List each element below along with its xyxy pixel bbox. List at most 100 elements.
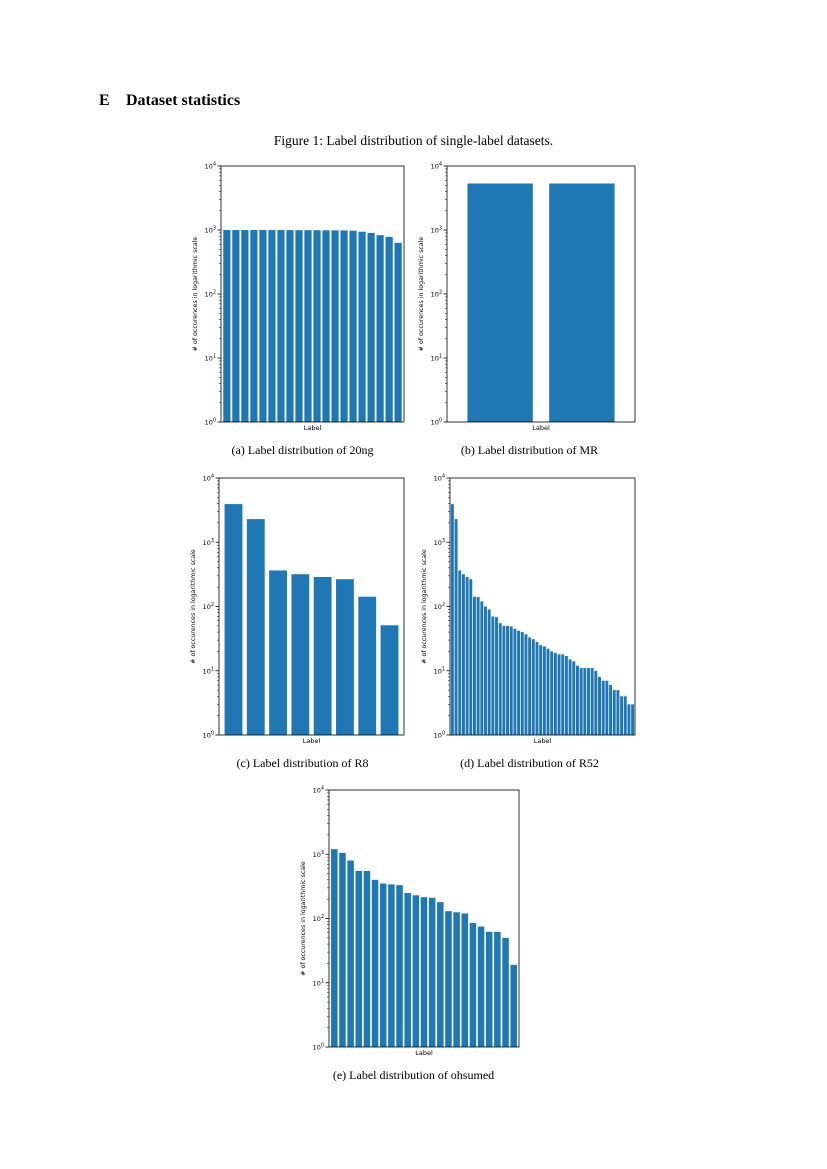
bar-20ng-1 — [232, 230, 240, 422]
axes-frame — [218, 477, 405, 736]
caption-r8: (c) Label distribution of R8 — [236, 756, 369, 770]
y-tick-label: 103 — [313, 850, 324, 859]
bar-20ng-17 — [376, 235, 384, 422]
bar-ohsumed-8 — [396, 885, 403, 1047]
chart-ohsumed: 100 101 102 103 104 Label # of occurences in l… — [296, 785, 531, 1060]
bar-ohsumed-0 — [331, 849, 338, 1047]
y-tick-label: 100 — [203, 731, 214, 740]
bar-ohsumed-10 — [412, 895, 420, 1047]
y-tick-label: 104 — [313, 786, 324, 795]
bar-R52-43 — [609, 685, 613, 735]
section-heading: E Dataset statistics — [99, 92, 240, 110]
bar-ohsumed-12 — [428, 897, 436, 1047]
chart-20ng-svg: 100 101 102 103 104 Label # of occurences in l… — [192, 162, 405, 432]
y-tick-label: 102 — [431, 290, 442, 299]
bar-20ng-19 — [394, 242, 402, 422]
caption-20ng: (a) Label distribution of 20ng — [231, 443, 374, 457]
y-tick-label: 100 — [313, 1043, 324, 1052]
bar-R52-5 — [469, 579, 473, 735]
bar-20ng-3 — [250, 230, 258, 422]
bar-20ng-0 — [223, 230, 231, 422]
chart-ohsumed-svg: 100 101 102 103 104 Label # of occurences in l… — [300, 786, 520, 1057]
bar-20ng-6 — [277, 230, 285, 422]
bar-R52-2 — [458, 570, 462, 735]
bar-R52-20 — [524, 634, 528, 735]
bar-R52-32 — [568, 659, 572, 735]
bar-R52-16 — [509, 626, 513, 735]
bar-R52-35 — [579, 668, 583, 735]
bar-R8-6 — [358, 596, 377, 735]
bar-R52-13 — [498, 623, 502, 735]
bar-20ng-8 — [295, 230, 303, 422]
bar-R52-4 — [465, 576, 469, 735]
bar-R52-42 — [605, 680, 609, 735]
bar-R52-47 — [623, 696, 627, 735]
x-axis-label: Label — [304, 424, 322, 432]
figure-caption: Figure 1: Label distribution of single-l… — [273, 133, 554, 148]
chart-20ng: 100 101 102 103 104 Label # of occurences in l… — [185, 160, 420, 435]
y-tick-label: 101 — [434, 666, 445, 675]
bar-ohsumed-5 — [371, 879, 379, 1047]
bar-R52-48 — [627, 704, 631, 735]
bar-20ng-14 — [349, 230, 357, 422]
bar-ohsumed-19 — [485, 931, 493, 1047]
bar-20ng-18 — [385, 236, 393, 422]
y-axis-label: # of occurences in logarithmic scale — [421, 549, 428, 664]
x-axis-label: Label — [532, 424, 550, 432]
bar-R52-44 — [612, 690, 616, 735]
bar-R8-0 — [224, 504, 243, 735]
bar-20ng-16 — [367, 232, 375, 422]
chart-r8: 100 101 102 103 104 Label # of occurences in l… — [185, 473, 420, 748]
bar-R52-49 — [631, 704, 635, 735]
bar-R52-10 — [487, 609, 491, 735]
bar-R52-7 — [476, 597, 480, 735]
bar-20ng-7 — [286, 230, 294, 422]
y-tick-label: 104 — [434, 474, 445, 483]
bar-ohsumed-20 — [494, 931, 501, 1047]
bar-R8-2 — [269, 570, 287, 735]
bar-20ng-9 — [304, 230, 312, 422]
bar-ohsumed-6 — [379, 883, 387, 1047]
y-tick-label: 100 — [431, 418, 442, 427]
bar-R52-41 — [601, 680, 605, 735]
y-axis-label: # of occurences in logarithmic scale — [300, 861, 307, 976]
bar-R52-15 — [506, 625, 510, 735]
x-axis-label: Label — [415, 1049, 433, 1057]
bar-R52-12 — [495, 617, 498, 735]
bar-ohsumed-11 — [420, 897, 428, 1047]
caption-r52: (d) Label distribution of R52 — [460, 756, 599, 770]
bar-ohsumed-18 — [477, 926, 485, 1047]
bar-MR-0 — [467, 183, 533, 422]
bar-20ng-12 — [331, 230, 339, 422]
bar-ohsumed-17 — [469, 923, 477, 1047]
y-tick-label: 103 — [203, 538, 214, 547]
bar-20ng-11 — [322, 230, 330, 422]
caption-ohsumed: (e) Label distribution of ohsumed — [332, 1068, 495, 1082]
caption-mr: (b) Label distribution of MR — [460, 443, 599, 457]
chart-mr-svg: 100 101 102 103 104 Label # of occurences in l… — [418, 162, 636, 432]
bar-ohsumed-16 — [461, 913, 469, 1047]
bar-20ng-4 — [259, 230, 267, 422]
bar-R52-39 — [594, 670, 598, 735]
y-tick-label: 103 — [434, 538, 445, 547]
bar-R52-17 — [513, 628, 517, 735]
bar-R52-24 — [539, 645, 543, 735]
bar-R8-7 — [380, 625, 399, 735]
bar-R8-1 — [246, 519, 265, 735]
bar-R52-28 — [553, 652, 557, 735]
y-tick-label: 104 — [431, 162, 442, 171]
bar-20ng-10 — [313, 230, 321, 422]
bar-ohsumed-4 — [363, 870, 371, 1047]
bar-R52-11 — [491, 616, 495, 735]
y-tick-label: 101 — [205, 354, 216, 363]
bar-R52-31 — [564, 655, 568, 735]
bar-R52-29 — [557, 654, 561, 735]
bar-R52-21 — [528, 637, 532, 735]
y-tick-label: 103 — [205, 226, 216, 235]
y-tick-label: 102 — [203, 602, 214, 611]
bar-MR-1 — [549, 183, 615, 422]
bar-R52-0 — [450, 504, 454, 735]
bar-ohsumed-1 — [339, 852, 346, 1047]
y-tick-label: 101 — [203, 666, 214, 675]
bar-R52-6 — [472, 596, 476, 735]
